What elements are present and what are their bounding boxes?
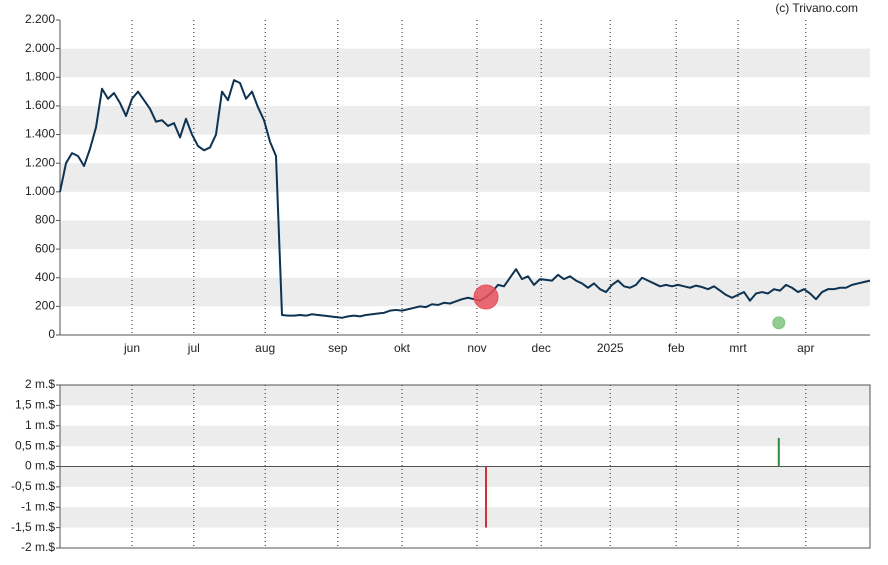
grid-band [60, 507, 870, 528]
grid-band [60, 425, 870, 447]
y-tick-label: 1 m.$ [25, 418, 55, 432]
y-tick-label: -1,5 m.$ [11, 520, 55, 534]
grid-band [60, 277, 870, 307]
y-tick-label: -0,5 m.$ [11, 479, 55, 493]
grid-band [60, 48, 870, 78]
y-tick-label: 400 [35, 270, 55, 284]
source: (c) Trivano.com [775, 1, 858, 15]
grid-band [60, 163, 870, 192]
y-tick-label: 800 [35, 213, 55, 227]
y-tick-label: 2.200 [25, 12, 55, 26]
price-line [59, 79, 871, 319]
y-tick-label: 200 [35, 299, 55, 313]
x-tick-label: jul [187, 341, 200, 355]
marker [772, 316, 786, 330]
y-tick-label: 1.000 [25, 184, 55, 198]
x-tick-label: mrt [729, 341, 747, 355]
y-tick-label: -1 m.$ [21, 499, 55, 513]
y-tick-label: 0 m.$ [25, 459, 55, 473]
y-tick-label: -2 m.$ [21, 540, 55, 554]
grid-band [60, 220, 870, 250]
y-tick-label: 0,5 m.$ [15, 438, 55, 452]
y-tick-label: 1.400 [25, 127, 55, 141]
y-tick-label: 2 m.$ [25, 377, 55, 391]
x-tick-label: dec [532, 341, 551, 355]
grid-band [60, 105, 870, 135]
x-tick-label: feb [668, 341, 685, 355]
x-tick-label: jun [123, 341, 140, 355]
y-tick-label: 1.800 [25, 69, 55, 83]
y-tick-label: 1.600 [25, 98, 55, 112]
grid-band [60, 385, 870, 406]
y-tick-label: 600 [35, 241, 55, 255]
x-tick-label: sep [328, 341, 348, 355]
x-tick-label: okt [394, 341, 411, 355]
x-tick-label: 2025 [597, 341, 624, 355]
marker [473, 284, 499, 310]
x-tick-label: apr [797, 341, 814, 355]
y-tick-label: 0 [48, 327, 55, 341]
grid-band [60, 466, 870, 487]
y-tick-label: 1.200 [25, 155, 55, 169]
x-tick-label: nov [467, 341, 486, 355]
x-tick-label: aug [255, 341, 275, 355]
y-tick-label: 1,5 m.$ [15, 398, 55, 412]
y-tick-label: 2.000 [25, 41, 55, 55]
